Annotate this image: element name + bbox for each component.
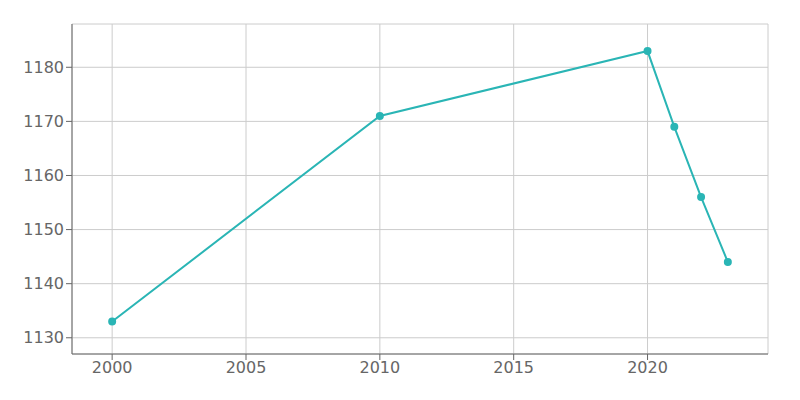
- svg-text:2000: 2000: [92, 358, 133, 377]
- svg-text:1180: 1180: [23, 58, 64, 77]
- svg-text:1140: 1140: [23, 274, 64, 293]
- svg-text:2005: 2005: [226, 358, 267, 377]
- svg-text:1130: 1130: [23, 328, 64, 347]
- svg-text:1160: 1160: [23, 166, 64, 185]
- svg-text:2010: 2010: [359, 358, 400, 377]
- svg-text:1170: 1170: [23, 112, 64, 131]
- svg-text:2020: 2020: [627, 358, 668, 377]
- svg-text:2015: 2015: [493, 358, 534, 377]
- svg-text:1150: 1150: [23, 220, 64, 239]
